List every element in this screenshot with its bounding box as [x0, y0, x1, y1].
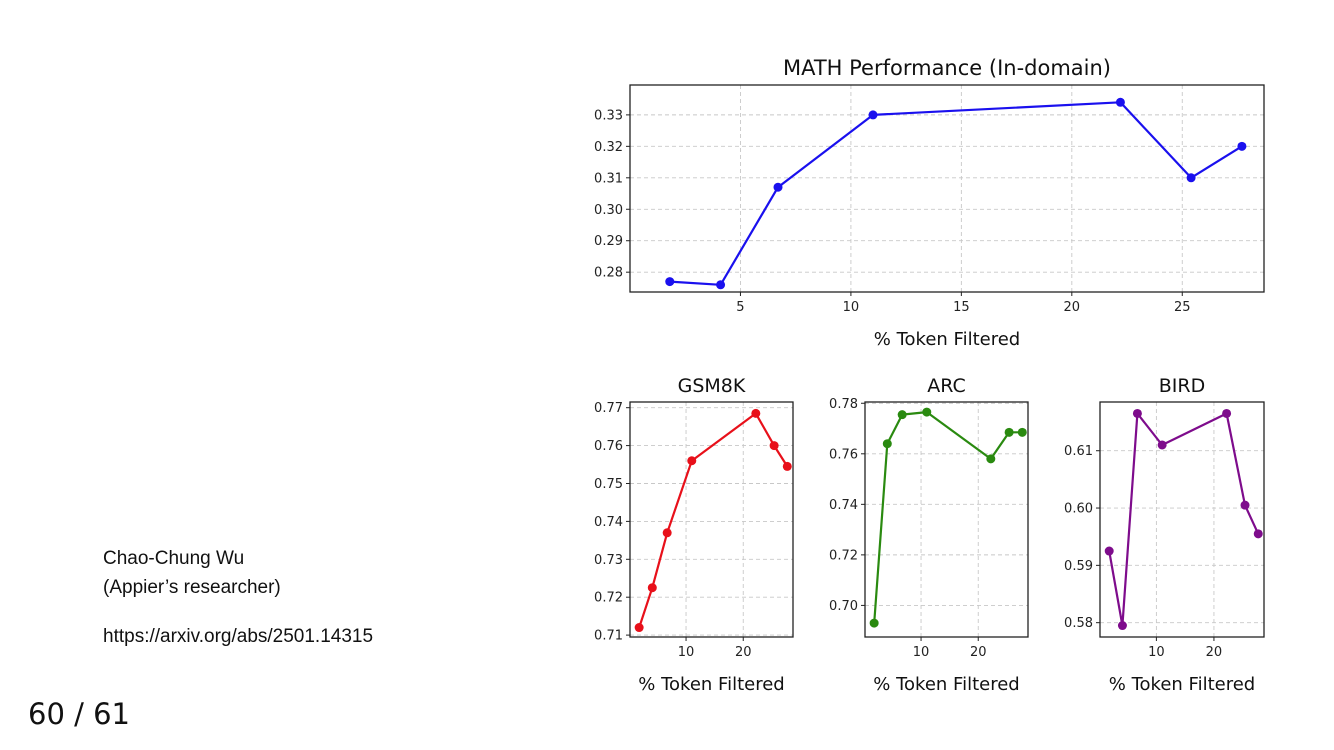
- data-point: [665, 277, 675, 287]
- data-point: [662, 528, 672, 538]
- plot-frame: [629, 401, 794, 638]
- data-point: [1253, 529, 1263, 539]
- chart-title: MATH Performance (In-domain): [783, 56, 1111, 80]
- plot-frame: [864, 401, 1029, 638]
- data-point: [773, 182, 783, 192]
- chart-arc: 10 20 0.70 0.72 0.74 0.76 0.78 ARC % Token Filte…: [829, 375, 1029, 695]
- series-line: [669, 101, 1243, 286]
- x-tick-label: 25: [1174, 300, 1191, 315]
- data-point: [1117, 621, 1127, 631]
- data-point: [1132, 408, 1142, 418]
- data-point: [1115, 97, 1125, 107]
- data-point: [1104, 546, 1114, 556]
- data-point: [751, 408, 761, 418]
- data-point: [1240, 500, 1250, 510]
- data-point: [897, 410, 907, 420]
- chart-bird: 10 20 0.58 0.59 0.60 0.61 BIRD % Token Filtered: [1064, 375, 1265, 695]
- y-tick-label: 0.74: [594, 515, 623, 530]
- y-tick-label: 0.74: [829, 498, 858, 513]
- x-tick-label: 20: [970, 645, 987, 660]
- chart-title: GSM8K: [678, 375, 746, 397]
- y-tick-label: 0.32: [594, 140, 623, 155]
- series-line: [1108, 412, 1260, 627]
- author-role: (Appier’s researcher): [103, 577, 281, 598]
- x-axis-label: % Token Filtered: [1109, 674, 1255, 695]
- y-tick-label: 0.78: [829, 397, 858, 412]
- y-tick-label: 0.75: [594, 477, 623, 492]
- data-point: [882, 439, 892, 449]
- data-point: [922, 407, 932, 417]
- y-tick-label: 0.33: [594, 108, 623, 123]
- x-axis-label: % Token Filtered: [874, 329, 1020, 350]
- data-point: [1017, 427, 1027, 437]
- data-point: [769, 441, 779, 451]
- x-axis-label: % Token Filtered: [638, 674, 784, 695]
- x-tick-label: 20: [735, 645, 752, 660]
- y-tick-label: 0.31: [594, 171, 623, 186]
- y-tick-label: 0.72: [594, 591, 623, 606]
- data-point: [1237, 141, 1247, 151]
- x-tick-label: 15: [953, 300, 970, 315]
- data-point: [1186, 173, 1196, 183]
- data-point: [782, 461, 792, 471]
- y-tick-label: 0.58: [1064, 616, 1093, 631]
- y-tick-label: 0.77: [594, 401, 623, 416]
- paper-link[interactable]: https://arxiv.org/abs/2501.14315: [103, 626, 374, 647]
- y-tick-label: 0.61: [1064, 444, 1093, 459]
- y-tick-label: 0.60: [1064, 502, 1093, 517]
- series-line: [873, 411, 1023, 624]
- data-point: [868, 110, 878, 120]
- data-point: [687, 456, 697, 466]
- data-point: [1222, 408, 1232, 418]
- x-tick-label: 10: [843, 300, 860, 315]
- y-tick-label: 0.76: [594, 439, 623, 454]
- x-tick-label: 20: [1064, 300, 1081, 315]
- author-name: Chao-Chung Wu: [103, 548, 245, 569]
- chart-title: BIRD: [1159, 375, 1205, 397]
- chart-gsm8k: 10 20 0.71 0.72 0.73 0.74 0.75 0.76 0.77 GSM8K % T…: [594, 375, 794, 695]
- x-tick-label: 5: [736, 300, 744, 315]
- x-tick-label: 10: [678, 645, 695, 660]
- chart-title: ARC: [927, 375, 966, 397]
- plot-frame: [1099, 401, 1265, 638]
- data-point: [716, 280, 726, 290]
- plot-frame: [629, 84, 1265, 293]
- data-point: [1157, 440, 1167, 450]
- y-tick-label: 0.59: [1064, 559, 1093, 574]
- y-tick-label: 0.70: [829, 599, 858, 614]
- page-number: 60 / 61: [28, 697, 131, 731]
- y-tick-label: 0.71: [594, 629, 623, 644]
- x-axis-label: % Token Filtered: [873, 674, 1019, 695]
- x-tick-label: 10: [913, 645, 930, 660]
- data-point: [986, 454, 996, 464]
- x-tick-label: 20: [1206, 645, 1223, 660]
- chart-math: 5 10 15 20 25 0.28 0.29 0.30 0.31 0.32 0.33 MATH Pe…: [594, 56, 1265, 350]
- y-tick-label: 0.73: [594, 553, 623, 568]
- data-point: [647, 583, 657, 593]
- y-tick-label: 0.28: [594, 266, 623, 281]
- y-tick-label: 0.30: [594, 203, 623, 218]
- data-point: [1004, 427, 1014, 437]
- data-point: [634, 623, 644, 633]
- y-tick-label: 0.72: [829, 548, 858, 563]
- data-point: [869, 618, 879, 628]
- y-tick-label: 0.76: [829, 447, 858, 462]
- y-tick-label: 0.29: [594, 234, 623, 249]
- x-tick-label: 10: [1148, 645, 1165, 660]
